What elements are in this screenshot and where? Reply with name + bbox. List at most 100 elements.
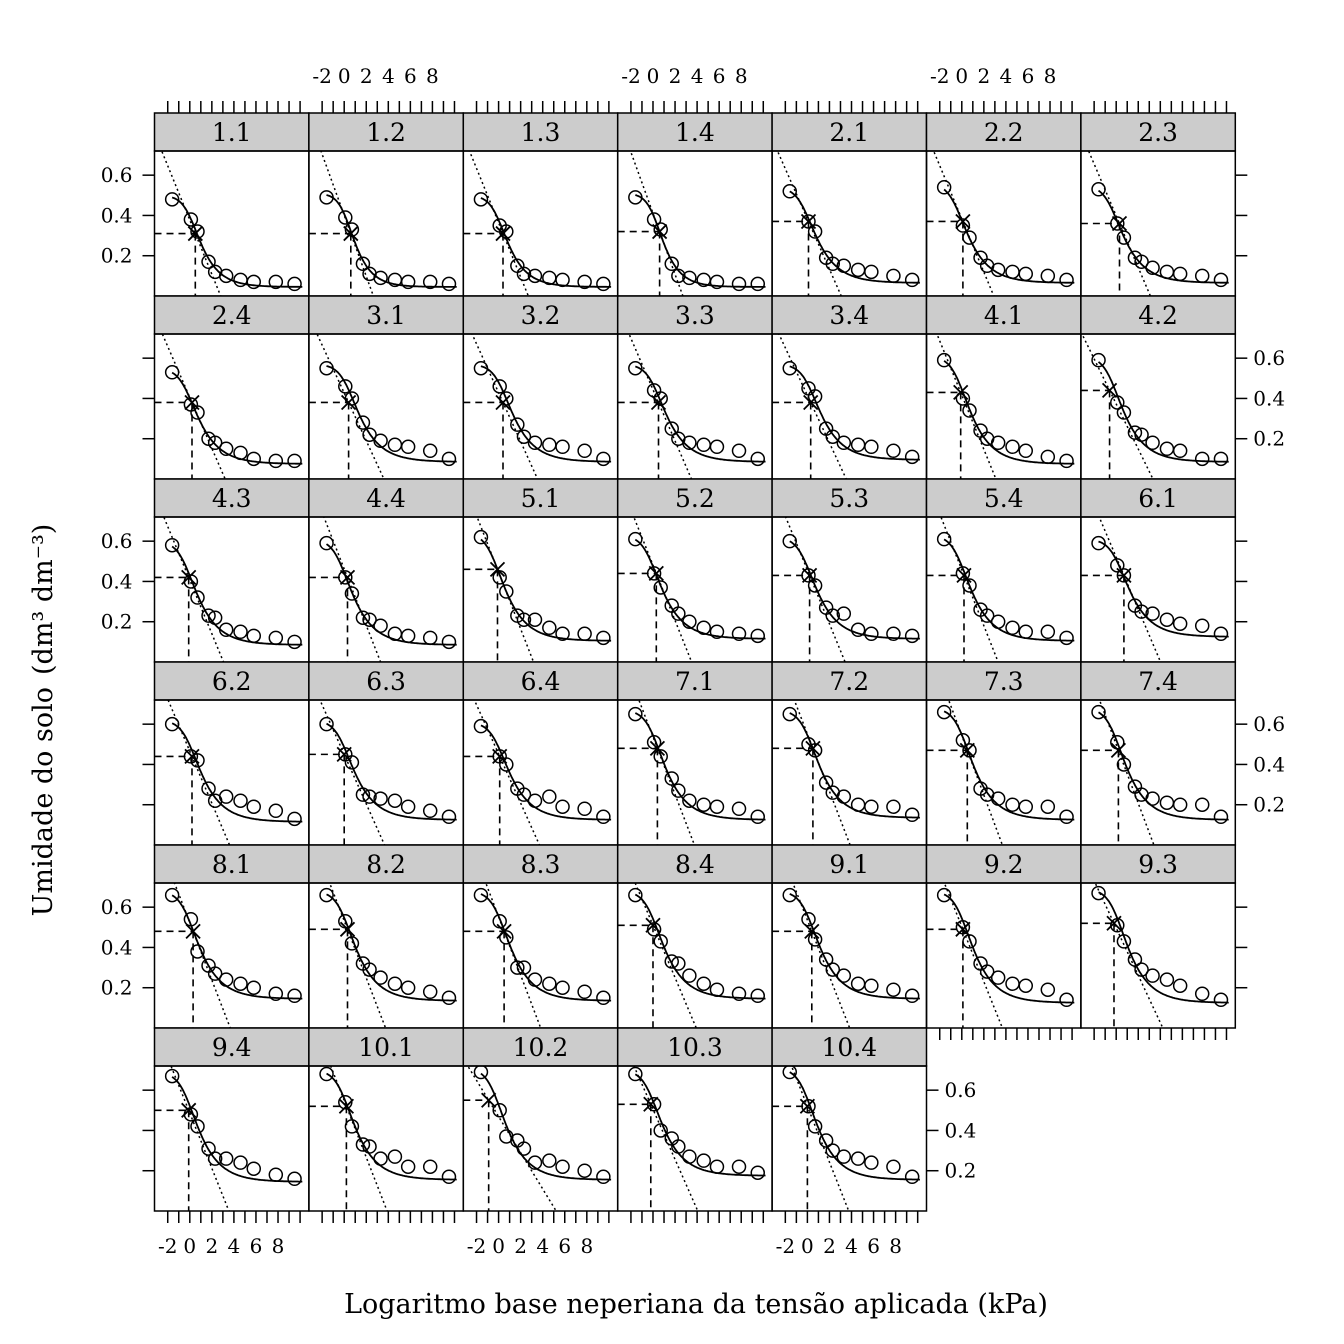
inflection-marker: [492, 748, 508, 765]
panel-area: [617, 700, 766, 845]
data-point: [246, 628, 262, 644]
x-ticks-top: -2 0 2 4 6 8: [621, 64, 765, 113]
data-point: [836, 435, 852, 450]
inflection-marker: [800, 213, 817, 230]
data-point: [596, 809, 611, 825]
data-point: [246, 1161, 262, 1176]
data-point: [750, 276, 766, 292]
panel-1.3: 1.3: [462, 101, 619, 297]
panel-frame: [1080, 882, 1237, 1029]
data-point: [527, 972, 543, 987]
panel-frame: [616, 333, 773, 480]
y-tick-label: 0.6: [101, 895, 133, 919]
panel-frame: [771, 1065, 928, 1212]
data-point: [1134, 604, 1149, 619]
x-tick-label: 6: [713, 64, 726, 88]
data-point: [344, 586, 360, 601]
x-tick-label: 0: [801, 1234, 814, 1258]
data-point: [355, 1137, 371, 1152]
data-point: [886, 443, 901, 459]
panel-4.3: 4.3 0.2 0.4 0.6: [101, 478, 310, 663]
x-ticks-top: -2 0 2 4 6 8: [930, 64, 1073, 113]
panel-3.2: 3.2: [462, 295, 619, 480]
data-point: [190, 1119, 205, 1134]
panel-area: [926, 334, 1075, 479]
panel-frame: [462, 882, 619, 1029]
x-ticks-bottom: [1093, 1028, 1228, 1040]
strip: [462, 478, 619, 518]
data-point: [596, 276, 611, 292]
strip-label: 1.4: [675, 118, 715, 147]
data-point: [1110, 558, 1125, 573]
data-point: [709, 439, 725, 455]
data-point: [1127, 952, 1143, 967]
y-ticks: 0.2 0.4 0.6: [101, 895, 155, 1000]
data-point: [577, 443, 592, 459]
tangent-line: [932, 151, 995, 296]
data-point: [1040, 268, 1056, 284]
data-point: [955, 391, 971, 406]
data-point: [542, 270, 557, 286]
x-tick-label: 4: [382, 64, 395, 88]
data-point: [825, 608, 841, 623]
fitted-curve: [943, 893, 1075, 1004]
panel-area: [463, 1066, 612, 1211]
data-point: [886, 268, 901, 284]
data-point: [190, 590, 205, 605]
strip: [771, 844, 928, 884]
data-point: [268, 453, 284, 469]
data-point: [750, 1165, 766, 1180]
data-point: [731, 626, 747, 642]
inflection-marker: [340, 394, 357, 411]
panel-frame: [153, 333, 310, 480]
data-point: [646, 566, 662, 581]
panels-group: 1.10.20.40.61.2-2 0 2 4 6 81.3 1.4-2 0 2 4 6 82.1 2.…: [101, 64, 1285, 1258]
strip-label: 8.2: [366, 850, 406, 879]
data-point: [731, 276, 747, 292]
tangent-line: [776, 151, 843, 296]
data-point: [886, 1159, 901, 1174]
y-tick-label: 0.2: [1253, 427, 1285, 451]
inflection-marker: [650, 394, 667, 411]
fitted-curve: [789, 893, 920, 1000]
data-point: [750, 628, 766, 644]
data-point: [1172, 266, 1188, 282]
y-tick-label: 0.6: [1253, 712, 1285, 736]
data-point: [825, 256, 841, 272]
data-point: [682, 1149, 697, 1164]
panel-area: [926, 700, 1075, 845]
data-point: [1091, 535, 1106, 551]
strip: [771, 661, 928, 701]
fitted-curve: [326, 722, 457, 821]
data-point: [516, 960, 532, 975]
data-point: [936, 704, 952, 720]
data-point: [850, 262, 866, 278]
data-point: [1040, 982, 1056, 997]
inflection-marker: [801, 567, 818, 584]
data-point: [807, 743, 823, 758]
data-point: [801, 568, 816, 583]
panel-frame: [771, 333, 928, 480]
tangent-line: [1081, 334, 1154, 479]
inflection-marker: [805, 740, 821, 756]
data-point: [499, 584, 514, 599]
strip-label: 3.1: [366, 301, 406, 330]
x-tick-label: 2: [669, 64, 682, 88]
strip: [153, 844, 310, 884]
data-point: [218, 1151, 234, 1166]
data-point: [1127, 425, 1143, 440]
data-point: [653, 749, 668, 764]
data-point: [682, 968, 697, 983]
data-point: [422, 803, 438, 819]
data-point: [190, 753, 205, 768]
inflection-marker: [181, 569, 197, 586]
data-point: [516, 787, 532, 802]
data-point: [1018, 799, 1034, 814]
data-point: [936, 180, 952, 195]
panel-1.2: 1.2 -2 0 2 4 6 8: [308, 64, 465, 297]
strip: [153, 1027, 310, 1067]
data-point: [319, 190, 334, 205]
data-point: [441, 451, 457, 467]
fitted-curve: [789, 712, 920, 819]
panel-frame: [462, 333, 619, 480]
